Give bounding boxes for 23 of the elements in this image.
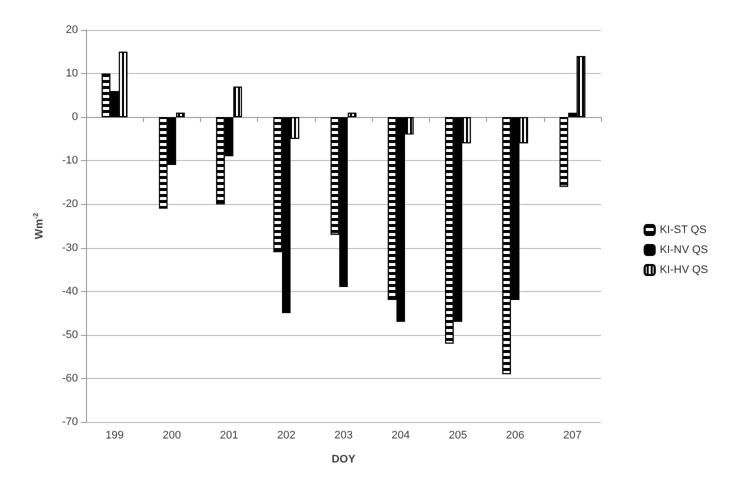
x-tick-label: 203 <box>334 430 353 442</box>
legend-label: KI-HV QS <box>660 264 708 276</box>
x-tick-label: 205 <box>448 430 468 442</box>
legend-label: KI-ST QS <box>660 224 707 236</box>
y-tick-label: 20 <box>66 24 78 36</box>
y-tick-label: -50 <box>62 328 78 341</box>
y-tick-label: -20 <box>62 198 78 210</box>
y-tick-label: 10 <box>66 68 78 80</box>
x-tick-label: 202 <box>277 430 296 442</box>
x-tick-label: 199 <box>105 430 124 442</box>
x-tick-label: 201 <box>220 430 238 442</box>
legend-label: KI-NV QS <box>660 244 708 256</box>
x-axis-title: DOY <box>332 454 356 466</box>
x-tick-label: 200 <box>162 430 182 442</box>
x-tick-label: 204 <box>392 430 410 442</box>
y-tick-label: -10 <box>62 154 78 167</box>
y-tick-label: -70 <box>62 416 78 428</box>
x-tick-label: 207 <box>563 430 582 442</box>
y-tick-label: -40 <box>62 285 78 298</box>
y-tick-label: -60 <box>62 372 78 384</box>
y-tick-label: -30 <box>62 242 78 254</box>
y-tick-label: 0 <box>72 111 78 124</box>
x-tick-label: 206 <box>506 430 524 442</box>
